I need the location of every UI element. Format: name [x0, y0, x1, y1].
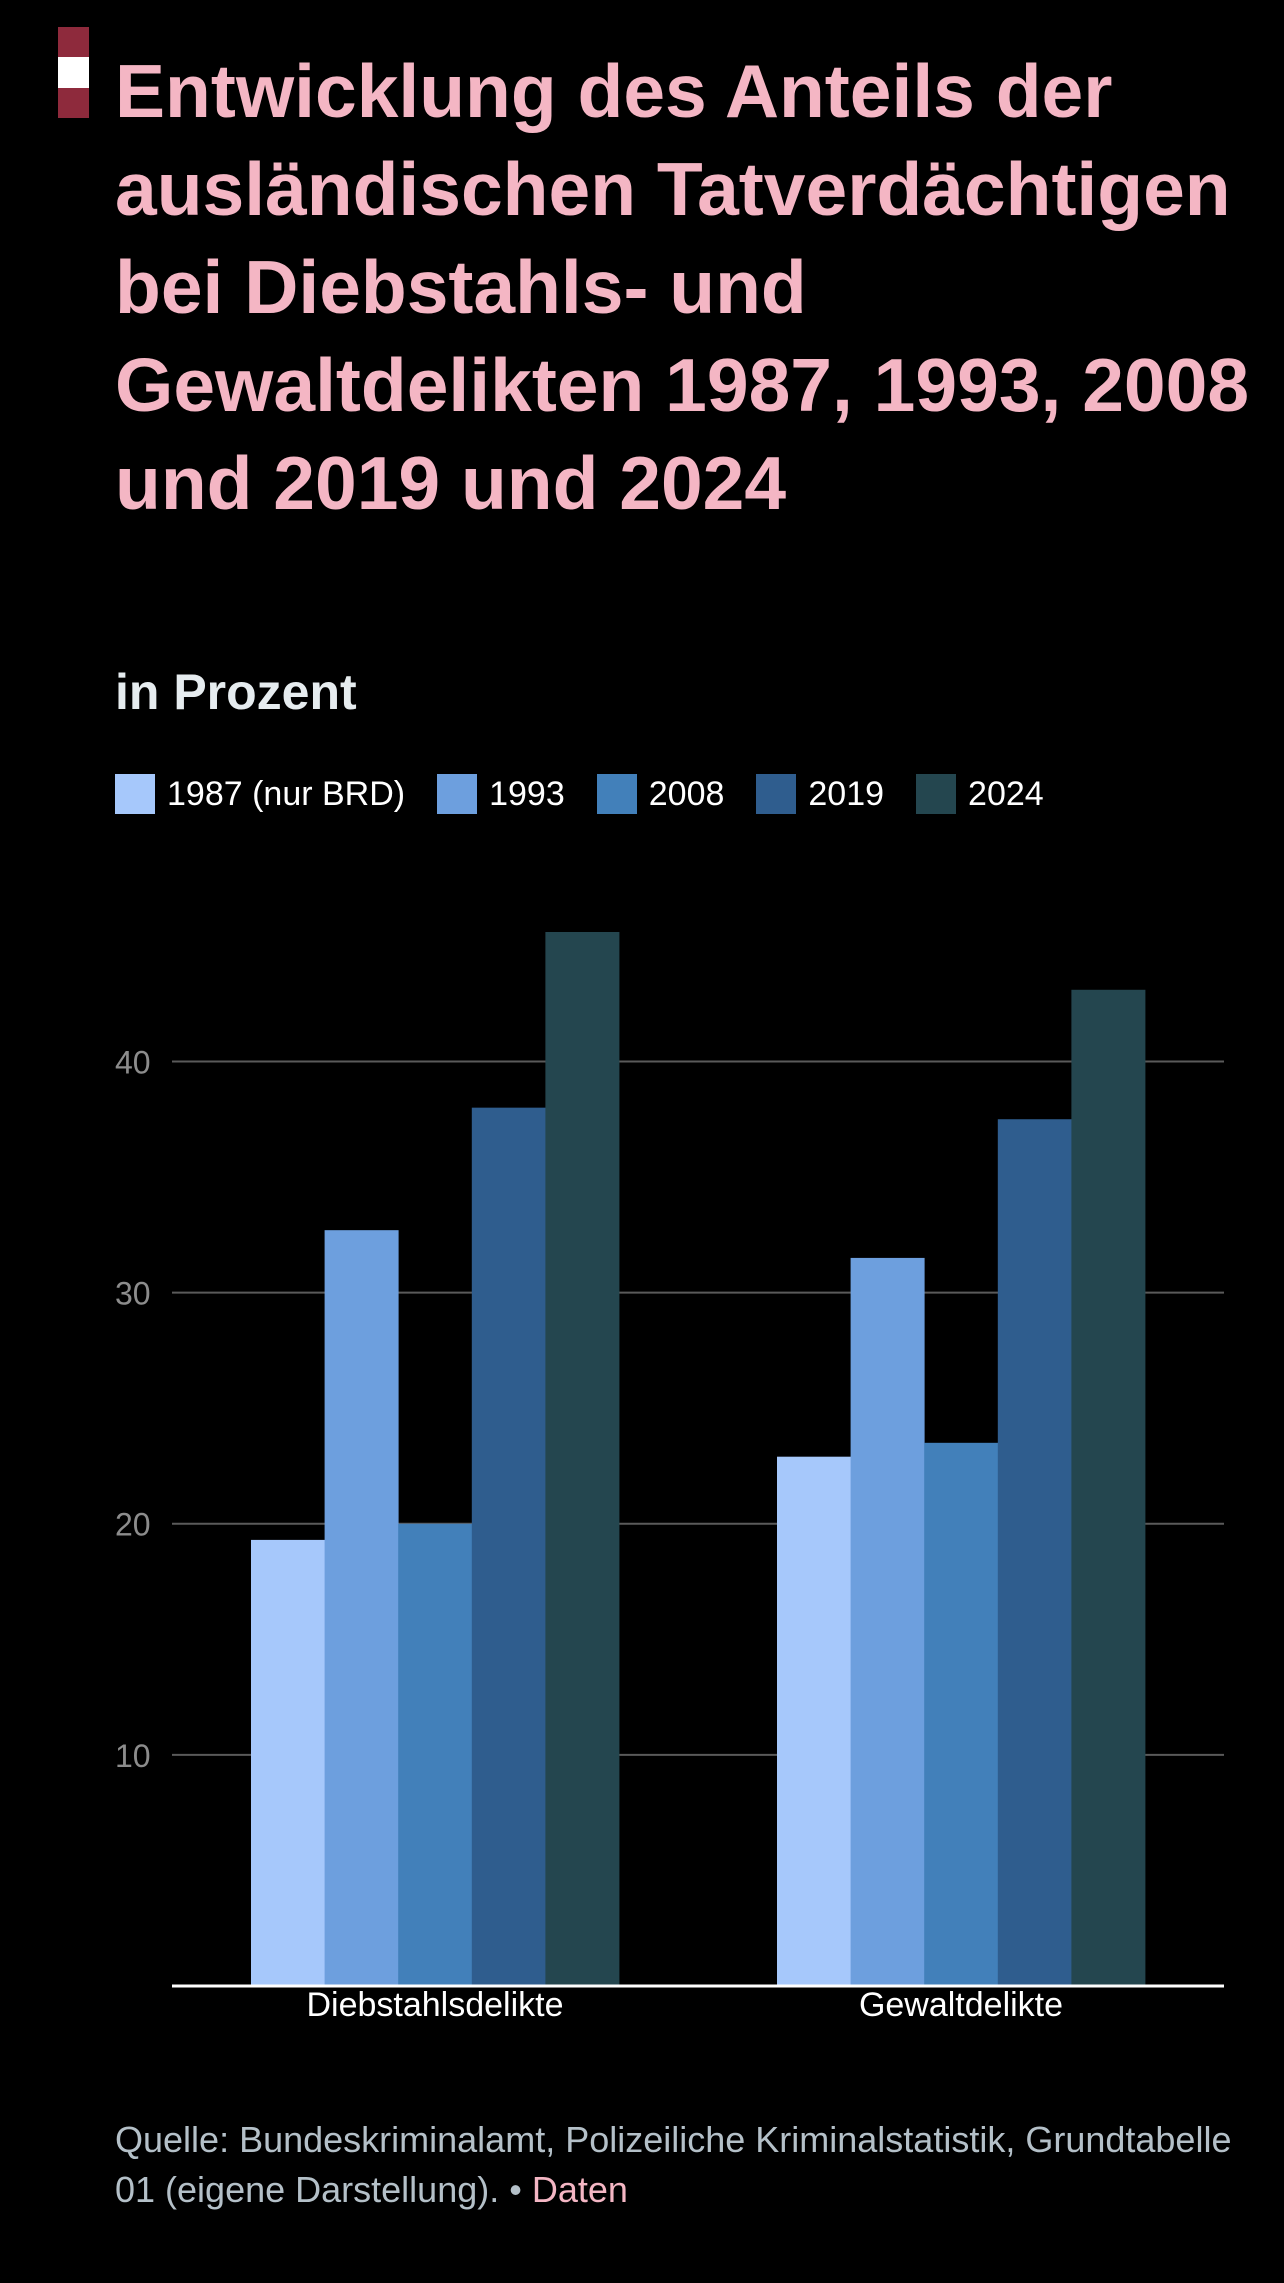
source-note: Quelle: Bundeskriminalamt, Polizeiliche … — [115, 2115, 1235, 2215]
x-category-label: Gewaltdelikte — [859, 1986, 1063, 2024]
x-category-label: Diebstahlsdelikte — [306, 1986, 563, 2024]
legend-label: 1993 — [489, 774, 565, 813]
y-tick-label: 20 — [115, 1507, 151, 1543]
legend-label: 2008 — [648, 774, 725, 813]
bar — [398, 1523, 473, 1986]
bar-chart: 10 20 30 40 Diebstahlsdelikte Gewaltdelikte — [115, 932, 1224, 2024]
chart-legend: 1987 (nur BRD) 1993 2008 2019 2024 — [115, 769, 1076, 819]
flag-stripe-middle — [58, 57, 89, 88]
y-tick-label: 40 — [115, 1044, 151, 1080]
flag-stripe-top — [58, 27, 89, 58]
legend-swatch — [115, 774, 155, 814]
bar — [924, 1442, 999, 1986]
y-tick-label: 30 — [115, 1276, 151, 1312]
flag-icon — [58, 27, 89, 118]
flag-stripe-bottom — [58, 87, 89, 118]
legend-swatch — [437, 774, 478, 814]
bar — [1071, 989, 1146, 1986]
legend-label: 1987 (nur BRD) — [167, 774, 406, 813]
legend-swatch — [756, 774, 797, 814]
legend-item[interactable]: 1987 (nur BRD) — [115, 774, 405, 814]
bar — [997, 1119, 1072, 1986]
legend-swatch — [596, 774, 637, 814]
legend-item[interactable]: 2024 — [916, 774, 1044, 814]
bar — [777, 1456, 851, 1986]
legend-swatch — [916, 774, 957, 814]
legend-item[interactable]: 1993 — [437, 774, 565, 814]
bar — [324, 1230, 399, 1986]
bar — [545, 932, 620, 1986]
data-link[interactable]: Daten — [531, 2169, 628, 2210]
chart-subtitle: in Prozent — [115, 664, 357, 720]
y-tick-label: 10 — [115, 1738, 151, 1774]
legend-item[interactable]: 2019 — [756, 774, 884, 814]
bar — [471, 1107, 546, 1986]
bar — [251, 1539, 325, 1986]
bar — [850, 1257, 925, 1986]
legend-label: 2019 — [808, 774, 885, 813]
chart-title: Entwicklung des Anteils der ausländische… — [115, 49, 1250, 525]
legend-label: 2024 — [968, 774, 1044, 813]
legend-item[interactable]: 2008 — [596, 774, 725, 814]
source-text: Quelle: Bundeskriminalamt, Polizeiliche … — [115, 2119, 1232, 2210]
